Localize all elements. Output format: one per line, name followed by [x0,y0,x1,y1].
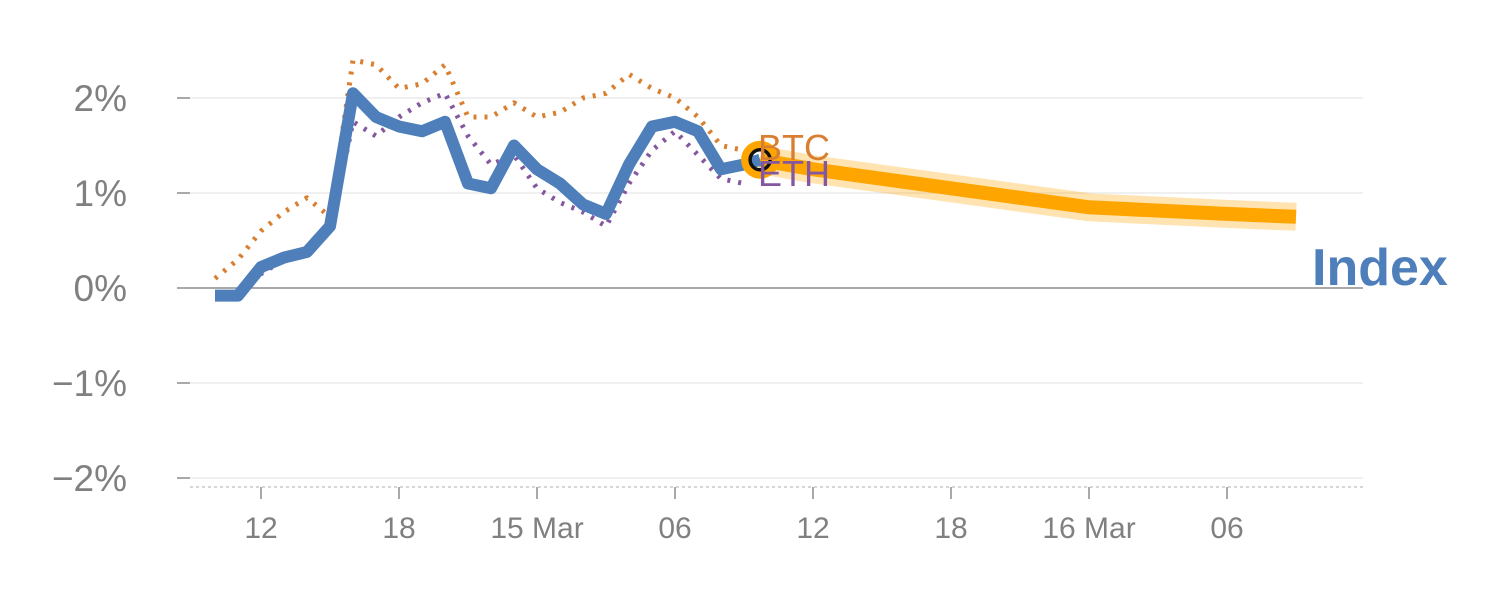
y-tick-label: −2% [52,458,127,499]
series-lines [213,57,1297,302]
x-axis-ticks: 12 18 15 Mar 06 12 18 16 Mar 06 [190,486,1365,545]
current-value-marker [748,148,772,172]
x-tick-label: 12 [244,512,277,545]
series-btc-line [213,57,745,281]
series-index-line [215,87,762,302]
y-axis-ticks: 2% 1% 0% −1% −2% [52,78,190,499]
y-tick-label: 1% [74,173,127,214]
series-labels: BTC ETH Index [758,127,1448,297]
x-tick-label: 12 [796,512,829,545]
grid-lines [190,97,1363,479]
x-tick-label: 06 [658,512,691,545]
current-value-marker-ring [741,140,780,179]
x-tick-label: 15 Mar [490,512,583,545]
y-tick-label: 2% [74,78,127,119]
series-forecast-line [758,152,1297,224]
series-label-btc: BTC [758,127,830,168]
x-tick-label: 18 [934,512,967,545]
x-tick-label: 06 [1210,512,1243,545]
series-label-eth: ETH [758,153,830,194]
series-eth-line [215,90,745,300]
series-label-index: Index [1312,239,1448,297]
x-tick-label: 18 [382,512,415,545]
y-tick-label: −1% [52,363,127,404]
x-tick-label: 16 Mar [1042,512,1135,545]
y-tick-label: 0% [74,268,127,309]
